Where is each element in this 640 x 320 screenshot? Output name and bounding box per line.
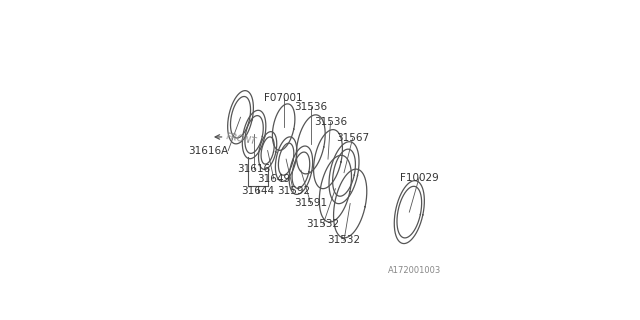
Text: 31616: 31616	[237, 164, 271, 174]
Text: A172001003: A172001003	[388, 266, 442, 275]
Text: 31532: 31532	[307, 220, 340, 229]
Text: 31644: 31644	[241, 186, 275, 196]
Text: 31591: 31591	[294, 198, 327, 209]
Text: FRONT: FRONT	[226, 132, 257, 147]
Text: F07001: F07001	[264, 92, 303, 102]
Text: 31649: 31649	[257, 174, 291, 184]
Text: 31592: 31592	[277, 186, 310, 196]
Text: 31532: 31532	[328, 236, 360, 245]
Text: 31536: 31536	[294, 102, 327, 112]
Text: 31536: 31536	[314, 117, 347, 127]
Text: 31567: 31567	[336, 133, 369, 143]
Text: F10029: F10029	[400, 172, 438, 183]
Text: 31616A: 31616A	[188, 146, 228, 156]
